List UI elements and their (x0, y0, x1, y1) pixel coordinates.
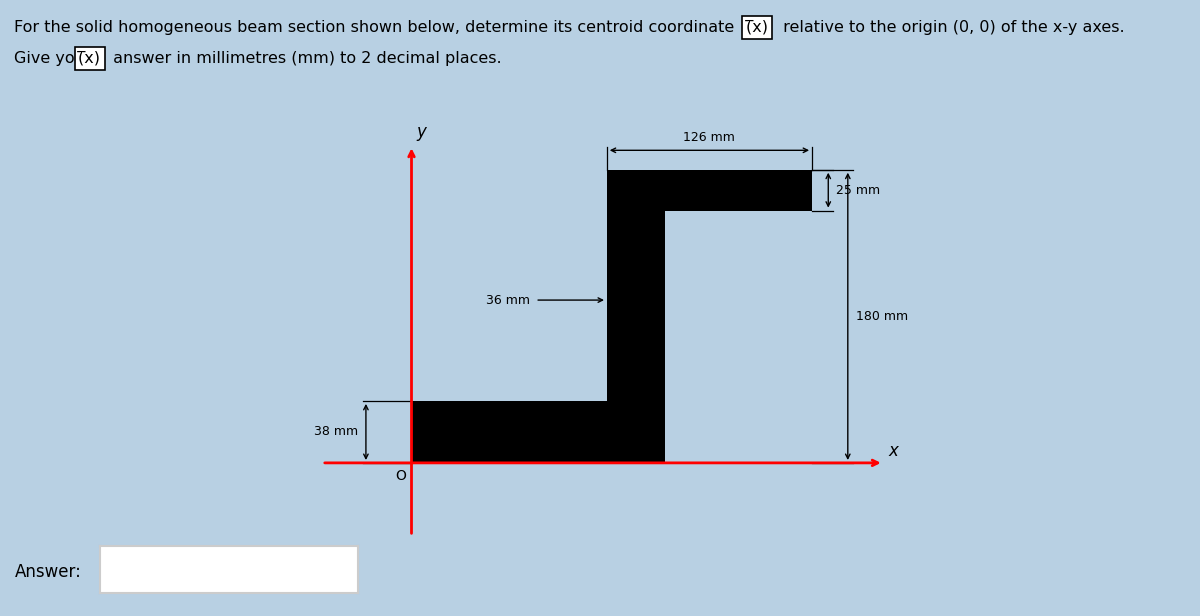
Text: O: O (396, 469, 407, 484)
Text: Answer:: Answer: (14, 562, 82, 581)
Text: answer in millimetres (mm) to 2 decimal places.: answer in millimetres (mm) to 2 decimal … (108, 51, 502, 65)
Text: Give your: Give your (14, 51, 97, 65)
Text: 25 mm: 25 mm (836, 184, 881, 197)
Text: 126 mm: 126 mm (684, 131, 736, 144)
Text: 36 mm: 36 mm (486, 294, 530, 307)
Text: relative to the origin (0, 0) of the x-y axes.: relative to the origin (0, 0) of the x-y… (778, 20, 1124, 34)
Bar (607, 170, 812, 211)
Text: 38 mm: 38 mm (313, 426, 358, 439)
Bar (412, 401, 607, 463)
Text: x: x (888, 442, 899, 460)
Text: (̅x): (̅x) (79, 51, 101, 65)
Bar (607, 170, 666, 463)
Text: 180 mm: 180 mm (856, 310, 908, 323)
Text: For the solid homogeneous beam section shown below, determine its centroid coord: For the solid homogeneous beam section s… (14, 20, 734, 34)
Text: 120 mm: 120 mm (484, 416, 535, 429)
Text: (̅x): (̅x) (746, 20, 768, 34)
Text: y: y (416, 123, 426, 140)
